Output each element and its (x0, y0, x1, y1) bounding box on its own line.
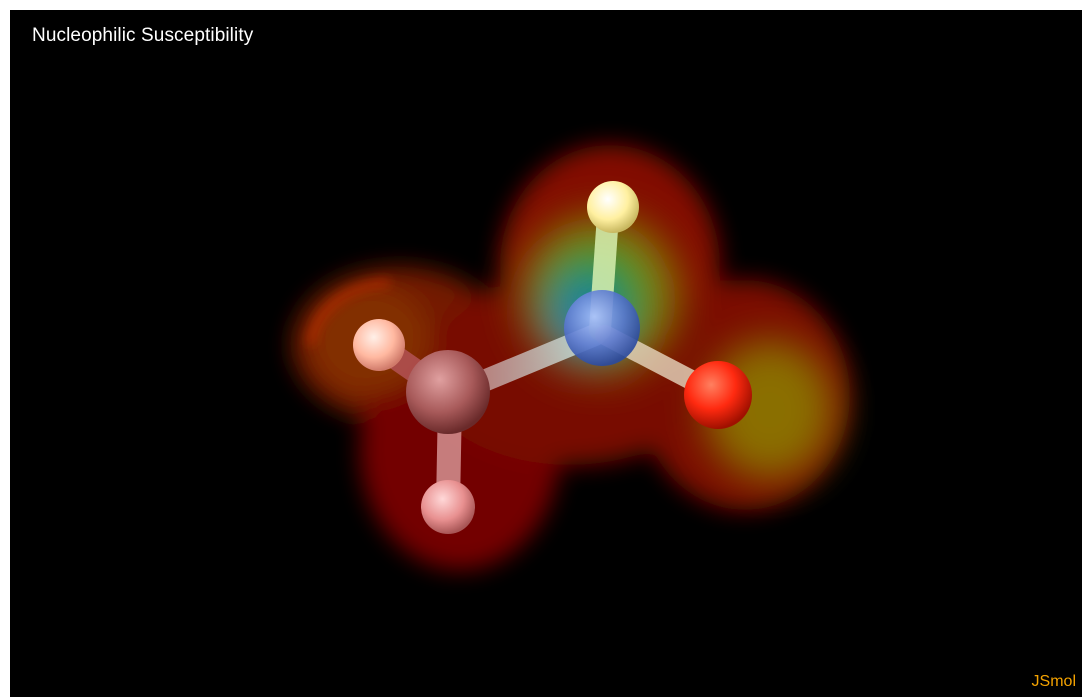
oxygen-atom (684, 361, 752, 429)
hydrogen-atom-left (353, 319, 405, 371)
molecule-scene[interactable] (10, 10, 1082, 697)
atoms (353, 181, 752, 534)
viewer-title: Nucleophilic Susceptibility (32, 25, 254, 46)
carbon-atom (406, 350, 490, 434)
hydrogen-atom-bottom (421, 480, 475, 534)
nitrogen-atom (564, 290, 640, 366)
molecule-viewer[interactable]: Nucleophilic Susceptibility JSmol (10, 10, 1082, 697)
hydrogen-atom-top (587, 181, 639, 233)
jsmol-brand[interactable]: JSmol (1031, 673, 1076, 690)
